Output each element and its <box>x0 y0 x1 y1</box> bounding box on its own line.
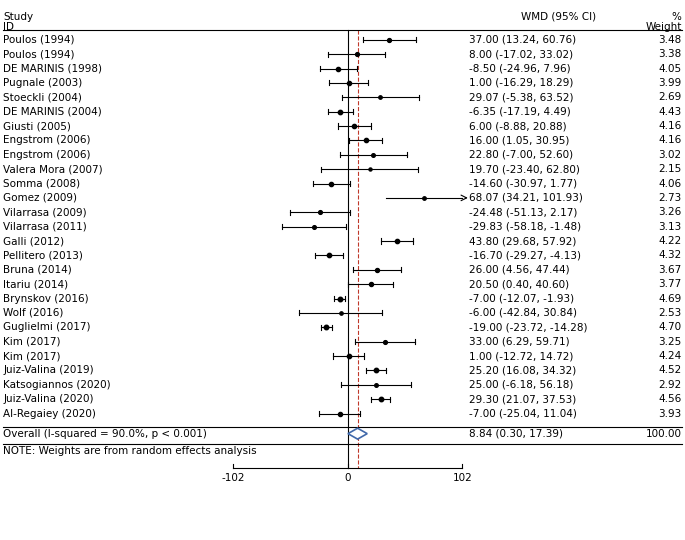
Text: Weight: Weight <box>645 22 682 32</box>
Text: Somma (2008): Somma (2008) <box>3 179 81 188</box>
Text: Engstrom (2006): Engstrom (2006) <box>3 150 91 160</box>
Text: Itariu (2014): Itariu (2014) <box>3 279 68 289</box>
Text: -7.00 (-12.07, -1.93): -7.00 (-12.07, -1.93) <box>469 294 574 303</box>
Text: Brynskov (2016): Brynskov (2016) <box>3 294 89 303</box>
Text: 4.56: 4.56 <box>658 394 682 404</box>
Text: 25.00 (-6.18, 56.18): 25.00 (-6.18, 56.18) <box>469 380 573 390</box>
Text: ID: ID <box>3 22 14 32</box>
Text: Katsogiannos (2020): Katsogiannos (2020) <box>3 380 111 390</box>
Text: 2.15: 2.15 <box>658 164 682 174</box>
Text: 6.00 (-8.88, 20.88): 6.00 (-8.88, 20.88) <box>469 121 567 131</box>
Text: 4.69: 4.69 <box>658 294 682 303</box>
Text: 22.80 (-7.00, 52.60): 22.80 (-7.00, 52.60) <box>469 150 573 160</box>
Text: 4.24: 4.24 <box>658 351 682 361</box>
Text: 19.70 (-23.40, 62.80): 19.70 (-23.40, 62.80) <box>469 164 580 174</box>
Text: Guglielmi (2017): Guglielmi (2017) <box>3 322 91 332</box>
Text: 3.38: 3.38 <box>658 49 682 59</box>
Text: 4.32: 4.32 <box>658 251 682 260</box>
Text: 2.69: 2.69 <box>658 92 682 102</box>
Text: 4.43: 4.43 <box>658 106 682 117</box>
Text: Stoeckli (2004): Stoeckli (2004) <box>3 92 82 102</box>
Text: 2.73: 2.73 <box>658 193 682 203</box>
Text: Kim (2017): Kim (2017) <box>3 351 61 361</box>
Text: Valera Mora (2007): Valera Mora (2007) <box>3 164 103 174</box>
Text: 2.92: 2.92 <box>658 380 682 390</box>
Text: -29.83 (-58.18, -1.48): -29.83 (-58.18, -1.48) <box>469 221 582 232</box>
Text: 20.50 (0.40, 40.60): 20.50 (0.40, 40.60) <box>469 279 569 289</box>
Text: -6.00 (-42.84, 30.84): -6.00 (-42.84, 30.84) <box>469 308 577 318</box>
Text: Juiz-Valina (2020): Juiz-Valina (2020) <box>3 394 94 404</box>
Text: 8.84 (0.30, 17.39): 8.84 (0.30, 17.39) <box>469 429 563 438</box>
Text: Kim (2017): Kim (2017) <box>3 336 61 347</box>
Text: 3.67: 3.67 <box>658 265 682 275</box>
Text: 3.26: 3.26 <box>658 207 682 217</box>
Text: Poulos (1994): Poulos (1994) <box>3 35 75 45</box>
Text: 33.00 (6.29, 59.71): 33.00 (6.29, 59.71) <box>469 336 570 347</box>
Text: 8.00 (-17.02, 33.02): 8.00 (-17.02, 33.02) <box>469 49 573 59</box>
Text: 100.00: 100.00 <box>645 429 682 438</box>
Text: -16.70 (-29.27, -4.13): -16.70 (-29.27, -4.13) <box>469 251 582 260</box>
Text: 1.00 (-16.29, 18.29): 1.00 (-16.29, 18.29) <box>469 78 573 88</box>
Text: Wolf (2016): Wolf (2016) <box>3 308 64 318</box>
Text: Al-Regaiey (2020): Al-Regaiey (2020) <box>3 409 97 419</box>
Text: 102: 102 <box>453 474 472 483</box>
Text: 26.00 (4.56, 47.44): 26.00 (4.56, 47.44) <box>469 265 570 275</box>
Text: %: % <box>672 12 682 22</box>
Text: 3.13: 3.13 <box>658 221 682 232</box>
Text: 3.99: 3.99 <box>658 78 682 88</box>
Text: DE MARINIS (1998): DE MARINIS (1998) <box>3 64 103 73</box>
Text: Bruna (2014): Bruna (2014) <box>3 265 72 275</box>
Text: 29.07 (-5.38, 63.52): 29.07 (-5.38, 63.52) <box>469 92 574 102</box>
Text: 3.77: 3.77 <box>658 279 682 289</box>
Text: 68.07 (34.21, 101.93): 68.07 (34.21, 101.93) <box>469 193 583 203</box>
Text: 3.25: 3.25 <box>658 336 682 347</box>
Text: 3.02: 3.02 <box>658 150 682 160</box>
Text: Juiz-Valina (2019): Juiz-Valina (2019) <box>3 366 94 375</box>
Text: 4.05: 4.05 <box>658 64 682 73</box>
Text: NOTE: Weights are from random effects analysis: NOTE: Weights are from random effects an… <box>3 447 257 456</box>
Text: -6.35 (-17.19, 4.49): -6.35 (-17.19, 4.49) <box>469 106 571 117</box>
Text: Gomez (2009): Gomez (2009) <box>3 193 77 203</box>
Text: -24.48 (-51.13, 2.17): -24.48 (-51.13, 2.17) <box>469 207 577 217</box>
Text: 3.48: 3.48 <box>658 35 682 45</box>
Text: 16.00 (1.05, 30.95): 16.00 (1.05, 30.95) <box>469 136 570 145</box>
Text: 29.30 (21.07, 37.53): 29.30 (21.07, 37.53) <box>469 394 577 404</box>
Text: 43.80 (29.68, 57.92): 43.80 (29.68, 57.92) <box>469 236 577 246</box>
Text: 37.00 (13.24, 60.76): 37.00 (13.24, 60.76) <box>469 35 576 45</box>
Text: 4.52: 4.52 <box>658 366 682 375</box>
Text: Vilarrasa (2009): Vilarrasa (2009) <box>3 207 87 217</box>
Text: 4.16: 4.16 <box>658 136 682 145</box>
Text: 1.00 (-12.72, 14.72): 1.00 (-12.72, 14.72) <box>469 351 573 361</box>
Text: 4.70: 4.70 <box>658 322 682 332</box>
Text: Galli (2012): Galli (2012) <box>3 236 64 246</box>
Text: Pugnale (2003): Pugnale (2003) <box>3 78 83 88</box>
Text: Giusti (2005): Giusti (2005) <box>3 121 71 131</box>
Text: -19.00 (-23.72, -14.28): -19.00 (-23.72, -14.28) <box>469 322 588 332</box>
Text: Pellitero (2013): Pellitero (2013) <box>3 251 84 260</box>
Text: 0: 0 <box>345 474 351 483</box>
Text: Overall (I-squared = 90.0%, p < 0.001): Overall (I-squared = 90.0%, p < 0.001) <box>3 429 208 438</box>
Text: 4.22: 4.22 <box>658 236 682 246</box>
Text: 2.53: 2.53 <box>658 308 682 318</box>
Text: Engstrom (2006): Engstrom (2006) <box>3 136 91 145</box>
Text: 4.16: 4.16 <box>658 121 682 131</box>
Text: 4.06: 4.06 <box>658 179 682 188</box>
Text: Study: Study <box>3 12 34 22</box>
Text: DE MARINIS (2004): DE MARINIS (2004) <box>3 106 102 117</box>
Text: -7.00 (-25.04, 11.04): -7.00 (-25.04, 11.04) <box>469 409 577 419</box>
Text: -14.60 (-30.97, 1.77): -14.60 (-30.97, 1.77) <box>469 179 577 188</box>
Polygon shape <box>348 428 367 439</box>
Text: Vilarrasa (2011): Vilarrasa (2011) <box>3 221 87 232</box>
Text: Poulos (1994): Poulos (1994) <box>3 49 75 59</box>
Text: 25.20 (16.08, 34.32): 25.20 (16.08, 34.32) <box>469 366 577 375</box>
Text: -8.50 (-24.96, 7.96): -8.50 (-24.96, 7.96) <box>469 64 571 73</box>
Text: -102: -102 <box>221 474 245 483</box>
Text: WMD (95% CI): WMD (95% CI) <box>521 12 596 22</box>
Text: 3.93: 3.93 <box>658 409 682 419</box>
